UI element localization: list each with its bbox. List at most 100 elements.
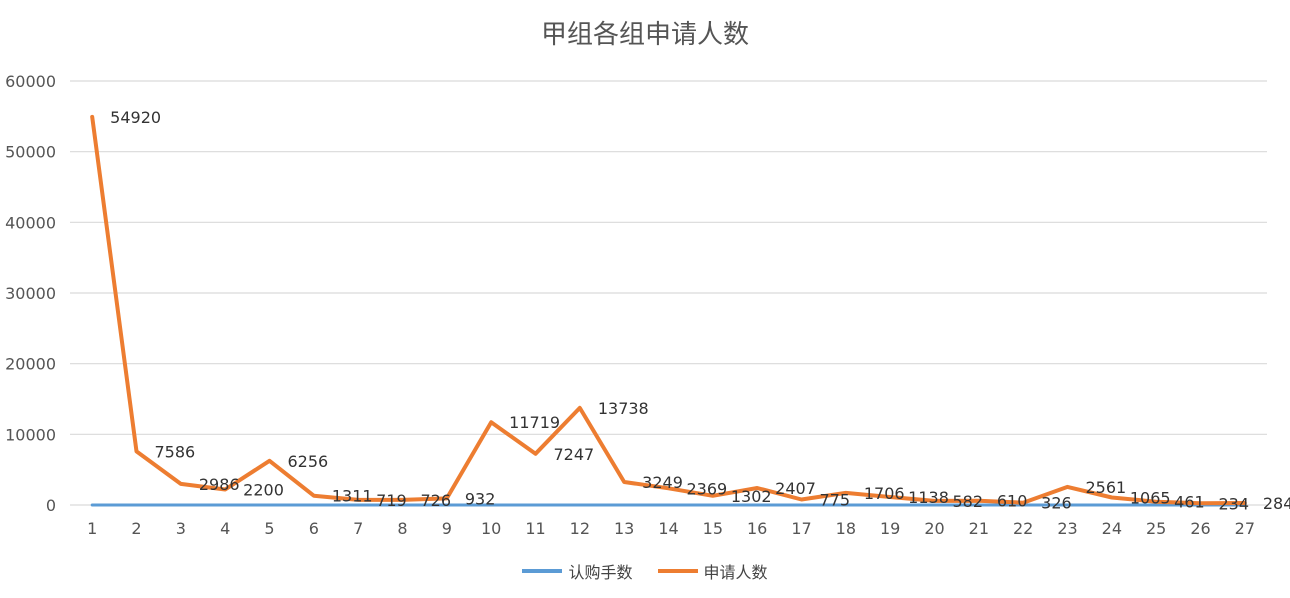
x-tick-label: 20: [924, 519, 944, 538]
legend-swatch-subscription-lots: [522, 569, 563, 573]
data-label: 610: [997, 492, 1028, 511]
data-label: 11719: [509, 413, 560, 432]
data-point: [1200, 502, 1201, 504]
data-label: 2369: [687, 479, 728, 498]
data-point: [889, 496, 891, 498]
y-tick-label: 0: [46, 496, 56, 515]
data-label: 1302: [731, 487, 772, 506]
data-point: [1022, 502, 1024, 504]
data-point: [978, 500, 980, 502]
data-label: 3249: [642, 473, 683, 492]
data-point: [1111, 496, 1113, 498]
data-point: [623, 481, 625, 483]
x-tick-label: 16: [747, 519, 767, 538]
x-tick-label: 21: [969, 519, 989, 538]
data-point: [623, 504, 625, 506]
data-point: [313, 504, 315, 506]
data-point: [845, 504, 847, 506]
data-point: [180, 504, 182, 506]
y-tick-label: 60000: [5, 72, 56, 91]
data-label: 7586: [155, 442, 196, 461]
data-point: [668, 504, 669, 506]
x-tick-label: 9: [442, 519, 452, 538]
data-label: 1065: [1130, 488, 1171, 507]
data-point: [889, 504, 891, 506]
data-point: [756, 504, 758, 506]
data-point: [1022, 504, 1024, 506]
data-label: 726: [421, 491, 452, 510]
x-tick-label: 18: [836, 519, 856, 538]
x-tick-label: 19: [880, 519, 900, 538]
chart-title: 甲组各组申请人数: [540, 20, 749, 50]
data-point: [801, 499, 802, 501]
data-point: [91, 116, 93, 118]
data-label: 461: [1174, 493, 1205, 512]
data-point: [934, 504, 935, 506]
series-line-1: [90, 114, 1247, 506]
y-tick-label: 40000: [5, 213, 56, 232]
y-tick-label: 50000: [5, 143, 56, 162]
data-point: [357, 504, 359, 506]
y-tick-label: 10000: [5, 425, 56, 444]
data-point: [490, 421, 492, 423]
x-tick-label: 8: [397, 519, 407, 538]
x-tick-label: 27: [1235, 519, 1255, 538]
data-point: [402, 499, 403, 501]
data-point: [1244, 502, 1246, 504]
x-tick-label: 25: [1146, 519, 1166, 538]
data-point: [357, 499, 359, 501]
data-point: [535, 453, 536, 455]
y-tick-label: 20000: [5, 355, 56, 374]
data-point: [668, 487, 669, 489]
data-point: [845, 492, 847, 494]
data-point: [1155, 504, 1157, 506]
data-label: 2407: [775, 479, 816, 498]
x-tick-label: 24: [1102, 519, 1122, 538]
data-point: [978, 504, 980, 506]
data-label: 582: [953, 492, 984, 511]
data-point: [224, 488, 226, 490]
legend-item-applicants: 申请人数: [657, 559, 768, 583]
data-point: [712, 504, 714, 506]
legend-item-subscription-lots: 认购手数: [522, 559, 632, 583]
data-point: [269, 460, 270, 462]
data-point: [269, 504, 270, 506]
data-point: [579, 407, 581, 409]
data-point: [712, 495, 714, 497]
data-label: 932: [465, 489, 496, 508]
data-point: [136, 504, 137, 506]
data-label: 2986: [199, 475, 240, 494]
data-label: 326: [1041, 494, 1072, 513]
data-label: 1706: [864, 484, 905, 503]
data-point: [136, 450, 137, 452]
data-point: [446, 497, 448, 499]
data-point: [1067, 504, 1068, 506]
legend-label-applicants: 申请人数: [703, 563, 768, 582]
x-tick-label: 26: [1190, 519, 1210, 538]
data-label: 6256: [288, 452, 329, 471]
gridlines: [70, 80, 1267, 506]
data-label: 7247: [554, 445, 595, 464]
y-tick-label: 30000: [5, 284, 56, 303]
x-tick-label: 5: [264, 519, 274, 538]
x-tick-label: 7: [353, 519, 363, 538]
x-tick-label: 12: [570, 519, 590, 538]
data-point: [180, 483, 182, 485]
x-tick-label: 23: [1057, 519, 1077, 538]
data-point: [1111, 504, 1113, 506]
data-point: [490, 504, 492, 506]
legend-label-subscription-lots: 认购手数: [568, 563, 633, 582]
data-point: [801, 504, 802, 506]
x-tick-label: 3: [176, 519, 186, 538]
data-label: 284: [1263, 494, 1290, 513]
x-tick-label: 15: [703, 519, 723, 538]
x-tick-label: 22: [1013, 519, 1033, 538]
data-point: [224, 504, 226, 506]
data-point: [446, 504, 448, 506]
data-label: 1311: [332, 487, 373, 506]
data-label: 2561: [1086, 478, 1127, 497]
